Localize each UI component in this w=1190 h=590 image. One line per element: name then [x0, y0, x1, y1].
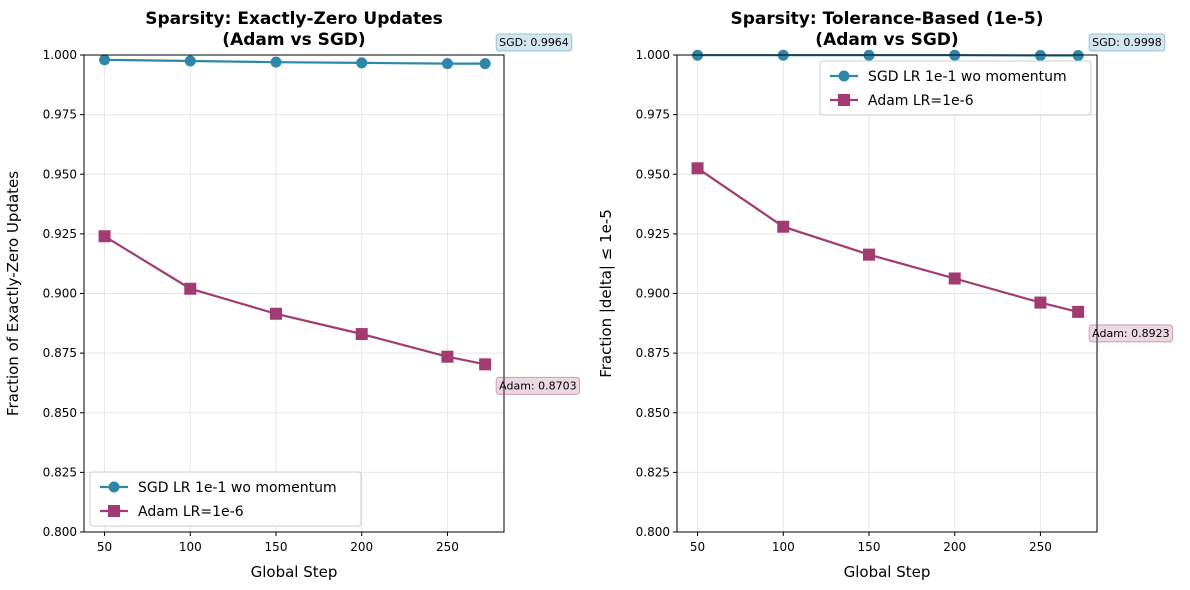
data-point-adam	[1072, 305, 1085, 318]
y-tick-label: 0.900	[43, 287, 77, 301]
x-axis-label: Global Step	[251, 563, 338, 581]
y-tick-label: 0.850	[636, 406, 670, 420]
y-tick-label: 0.875	[43, 346, 77, 360]
annotation-box	[495, 33, 573, 52]
annotation-text: SGD: 0.9964	[499, 36, 569, 49]
annotation-text: SGD: 0.9998	[1092, 36, 1162, 49]
data-point-adam	[355, 328, 368, 341]
x-tick-label: 150	[265, 540, 288, 554]
legend-frame	[89, 471, 362, 527]
chart-title: (Adam vs SGD)	[222, 30, 365, 50]
y-tick-label: 0.950	[636, 167, 670, 181]
series-line-adam	[696, 167, 1079, 313]
y-tick-label: 0.975	[43, 108, 77, 122]
data-point-sgd	[99, 54, 111, 66]
y-tick-label: 0.825	[636, 465, 670, 479]
x-tick-label: 250	[436, 540, 459, 554]
x-tick-label: 100	[772, 540, 795, 554]
chart-title: (Adam vs SGD)	[815, 30, 958, 50]
data-point-adam	[479, 358, 492, 371]
data-point-adam	[1034, 296, 1047, 309]
y-tick-label: 0.900	[636, 287, 670, 301]
data-point-adam	[184, 282, 197, 295]
data-point-adam	[948, 272, 961, 285]
x-tick-label: 250	[1029, 540, 1052, 554]
series-line-sgd	[104, 58, 486, 65]
y-tick-label: 1.000	[636, 48, 670, 62]
data-point-adam	[863, 248, 875, 261]
annotation-text: Adam: 0.8923	[1092, 327, 1169, 340]
adam-final-annotation: Adam: 0.8703	[495, 376, 581, 395]
data-point-sgd	[441, 58, 453, 70]
data-point-sgd	[479, 58, 491, 70]
legend-label-adam: Adam LR=1e-6	[868, 93, 974, 109]
y-tick-label: 0.975	[636, 108, 670, 122]
x-tick-label: 50	[97, 540, 112, 554]
y-tick-label: 0.850	[43, 406, 77, 420]
annotation-box	[495, 376, 581, 395]
y-tick-label: 0.800	[43, 525, 77, 539]
data-point-adam	[270, 307, 282, 320]
legend: SGD LR 1e-1 wo momentum Adam LR=1e-6	[89, 471, 362, 527]
chart-panel-1: 50 100 150 200 250 0.800 0.825 0.850 0.875 0.900 0…	[4, 9, 581, 581]
legend-label-adam: Adam LR=1e-6	[138, 504, 244, 520]
annotation-box	[1088, 33, 1166, 52]
legend-label-sgd: SGD LR 1e-1 wo momentum	[138, 480, 337, 496]
legend-label-sgd: SGD LR 1e-1 wo momentum	[868, 69, 1067, 85]
legend: SGD LR 1e-1 wo momentum Adam LR=1e-6	[819, 60, 1092, 116]
data-point-sgd	[356, 57, 368, 69]
x-tick-label: 200	[350, 540, 373, 554]
y-tick-label: 0.800	[636, 525, 670, 539]
y-tick-label: 0.925	[636, 227, 670, 241]
data-point-adam	[98, 230, 111, 243]
chart-title: Sparsity: Exactly-Zero Updates	[145, 9, 443, 29]
sgd-final-annotation: SGD: 0.9964	[495, 33, 573, 52]
sgd-final-annotation: SGD: 0.9998	[1088, 33, 1166, 52]
x-axis-label: Global Step	[844, 563, 931, 581]
data-point-adam	[691, 162, 704, 175]
adam-final-annotation: Adam: 0.8923	[1088, 324, 1174, 343]
chart-title: Sparsity: Tolerance-Based (1e-5)	[730, 9, 1043, 29]
data-point-adam	[777, 220, 790, 233]
chart-panel-2: 50 100 150 200 250 0.800 0.825 0.850 0.875 0.900 0…	[597, 9, 1174, 581]
y-tick-label: 0.825	[43, 465, 77, 479]
annotation-box	[1088, 324, 1174, 343]
y-tick-label: 1.000	[43, 48, 77, 62]
y-axis-label: Fraction |delta| ≤ 1e-5	[597, 209, 615, 378]
legend-marker-sgd	[838, 70, 850, 82]
y-tick-label: 0.875	[636, 346, 670, 360]
data-point-adam	[441, 350, 454, 363]
x-tick-label: 150	[858, 540, 881, 554]
x-tick-label: 50	[690, 540, 705, 554]
data-point-sgd	[270, 56, 282, 68]
data-point-sgd	[184, 55, 196, 67]
legend-marker-adam	[838, 94, 850, 106]
x-tick-label: 100	[179, 540, 202, 554]
legend-marker-sgd	[108, 481, 120, 493]
series-line-adam	[104, 235, 486, 366]
y-axis-label: Fraction of Exactly-Zero Updates	[4, 171, 22, 416]
y-tick-label: 0.950	[43, 167, 77, 181]
x-tick-label: 200	[943, 540, 966, 554]
legend-frame	[819, 60, 1092, 116]
annotation-text: Adam: 0.8703	[499, 379, 576, 392]
y-tick-label: 0.925	[43, 227, 77, 241]
legend-marker-adam	[108, 505, 120, 517]
